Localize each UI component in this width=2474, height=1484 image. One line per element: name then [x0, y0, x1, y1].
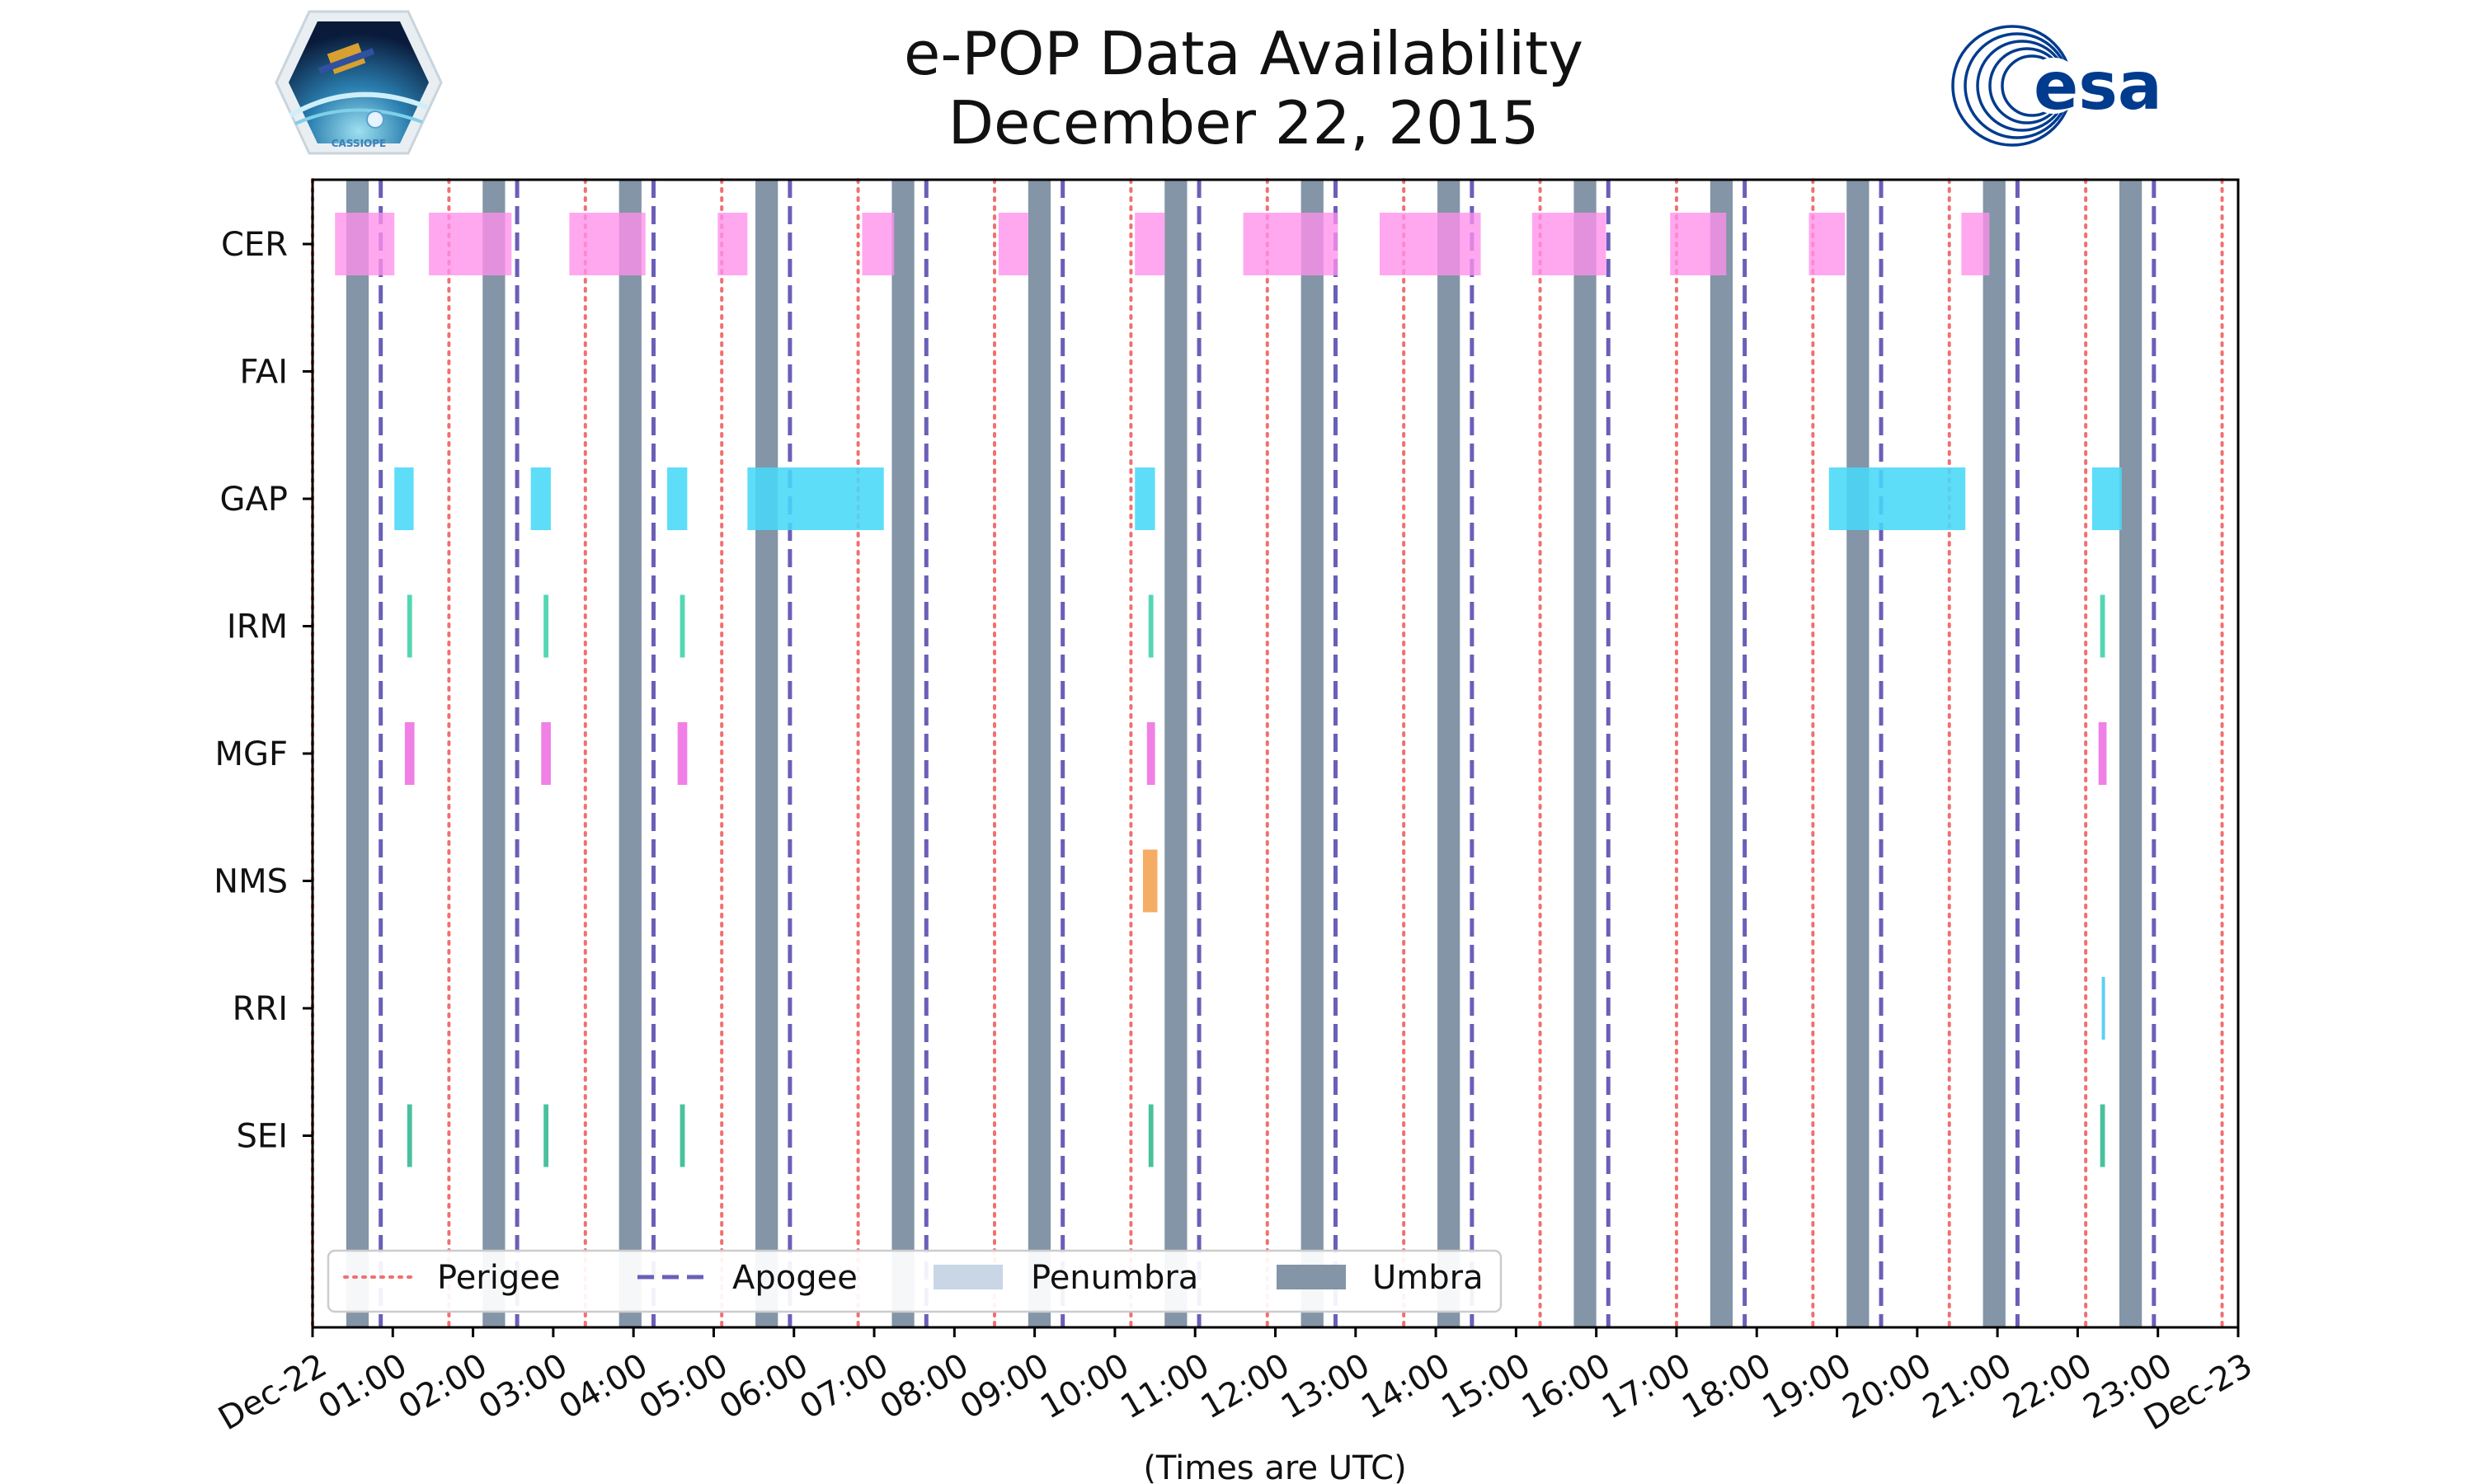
availability-bar-irm [1148, 594, 1154, 658]
x-tick-label: 15:00 [1436, 1346, 1537, 1426]
x-tick-label: 02:00 [393, 1346, 494, 1426]
umbra-band [1573, 180, 1597, 1327]
y-tick-label-rri: RRI [233, 990, 288, 1028]
availability-bar-cer [1531, 213, 1606, 275]
x-tick-label: 21:00 [1917, 1346, 2018, 1426]
availability-bar-irm [407, 594, 412, 658]
availability-bar-cer [1670, 213, 1727, 275]
availability-bar-cer [1135, 213, 1165, 275]
umbra-band [618, 180, 642, 1327]
x-tick-label: 17:00 [1596, 1346, 1697, 1426]
availability-bar-cer [1808, 213, 1846, 275]
availability-bar-cer [862, 213, 895, 275]
umbra-band [2119, 180, 2142, 1327]
availability-bar-gap [1828, 467, 1966, 530]
y-tick-label-fai: FAI [240, 354, 289, 392]
availability-bar-gap [394, 467, 414, 530]
chart-legend: Perigee Apogee Penumbra Umbra [327, 1249, 1503, 1313]
availability-bar-cer [335, 213, 395, 275]
chart-title-line2: December 22, 2015 [948, 88, 1540, 157]
esa-logo-text: esa [2034, 48, 2162, 124]
x-tick-label: 20:00 [1837, 1346, 1938, 1426]
availability-bar-gap [2091, 467, 2122, 530]
x-tick-label: 11:00 [1114, 1346, 1216, 1426]
x-tick-label: 09:00 [954, 1346, 1056, 1426]
umbra-band [346, 180, 369, 1327]
legend-umbra-swatch [1277, 1265, 1346, 1289]
y-tick-label-mgf: MGF [214, 735, 288, 773]
availability-bar-sei [543, 1104, 549, 1167]
plot-frame [311, 178, 2240, 1329]
x-tick-label: 16:00 [1516, 1346, 1617, 1426]
umbra-band [1164, 180, 1188, 1327]
umbra-band [1028, 180, 1051, 1327]
x-axis-label: (Times are UTC) [1143, 1449, 1406, 1484]
availability-bar-sei [1148, 1104, 1154, 1167]
availability-bar-cer [429, 213, 512, 275]
umbra-band [1437, 180, 1460, 1327]
y-tick-label-irm: IRM [227, 608, 288, 646]
x-tick-label: 10:00 [1034, 1346, 1136, 1426]
legend-apogee-label: Apogee [732, 1259, 858, 1297]
availability-bar-mgf [677, 722, 688, 785]
umbra-band [1982, 180, 2006, 1327]
legend-perigee-label: Perigee [437, 1259, 560, 1297]
availability-bar-mgf [1146, 722, 1155, 785]
cassiope-logo-text: CASSIOPE [332, 138, 387, 149]
y-tick-label-nms: NMS [214, 863, 288, 901]
legend-umbra-label: Umbra [1372, 1259, 1484, 1297]
x-tick-label: 14:00 [1355, 1346, 1456, 1426]
umbra-band [1846, 180, 1870, 1327]
availability-bar-mgf [404, 722, 415, 785]
availability-bar-sei [680, 1104, 685, 1167]
x-tick-label: 07:00 [793, 1346, 895, 1426]
availability-bar-nms [1142, 849, 1158, 913]
x-tick-label: 05:00 [633, 1346, 735, 1426]
availability-bar-gap [1135, 467, 1155, 530]
esa-swirl-icon: esa [1951, 25, 2162, 147]
y-tick-label-gap: GAP [220, 481, 288, 519]
x-tick-label: 18:00 [1676, 1346, 1777, 1426]
availability-bar-cer [1379, 213, 1481, 275]
availability-bar-gap [667, 467, 688, 530]
legend-penumbra-label: Penumbra [1031, 1259, 1198, 1297]
umbra-band [482, 180, 506, 1327]
availability-bar-irm [543, 594, 549, 658]
x-tick-label: 12:00 [1195, 1346, 1296, 1426]
availability-bar-irm [2100, 594, 2105, 658]
umbra-band [891, 180, 915, 1327]
umbra-band [1710, 180, 1733, 1327]
x-tick-label: 04:00 [553, 1346, 654, 1426]
y-tick-label-cer: CER [221, 226, 288, 264]
x-tick-label: 01:00 [312, 1346, 413, 1426]
availability-bar-cer [998, 213, 1028, 275]
chart-title-line1: e-POP Data Availability [904, 19, 1583, 88]
x-tick-label: 08:00 [873, 1346, 975, 1426]
y-tick-label-sei: SEI [237, 1118, 288, 1156]
x-tick-label: 13:00 [1275, 1346, 1376, 1426]
availability-bar-cer [1961, 213, 1990, 275]
availability-bar-cer [717, 213, 748, 275]
availability-bar-mgf [541, 722, 551, 785]
availability-bar-cer [1243, 213, 1338, 275]
availability-bar-gap [747, 467, 884, 530]
availability-bar-mgf [2098, 722, 2107, 785]
cassiope-satellite-icon: CASSIOPE [275, 10, 443, 155]
availability-bar-sei [407, 1104, 412, 1167]
x-tick-label: 06:00 [713, 1346, 815, 1426]
legend-penumbra-swatch [934, 1265, 1003, 1289]
x-tick-label: 22:00 [1997, 1346, 2099, 1426]
availability-bar-sei [2100, 1104, 2105, 1167]
x-tick-label: 03:00 [473, 1346, 574, 1426]
availability-bar-gap [530, 467, 551, 530]
availability-bar-cer [569, 213, 646, 275]
availability-bar-irm [680, 594, 685, 658]
availability-bar-rri [2101, 977, 2105, 1040]
x-tick-label: 19:00 [1757, 1346, 1858, 1426]
umbra-band [755, 180, 778, 1327]
umbra-band [1300, 180, 1324, 1327]
